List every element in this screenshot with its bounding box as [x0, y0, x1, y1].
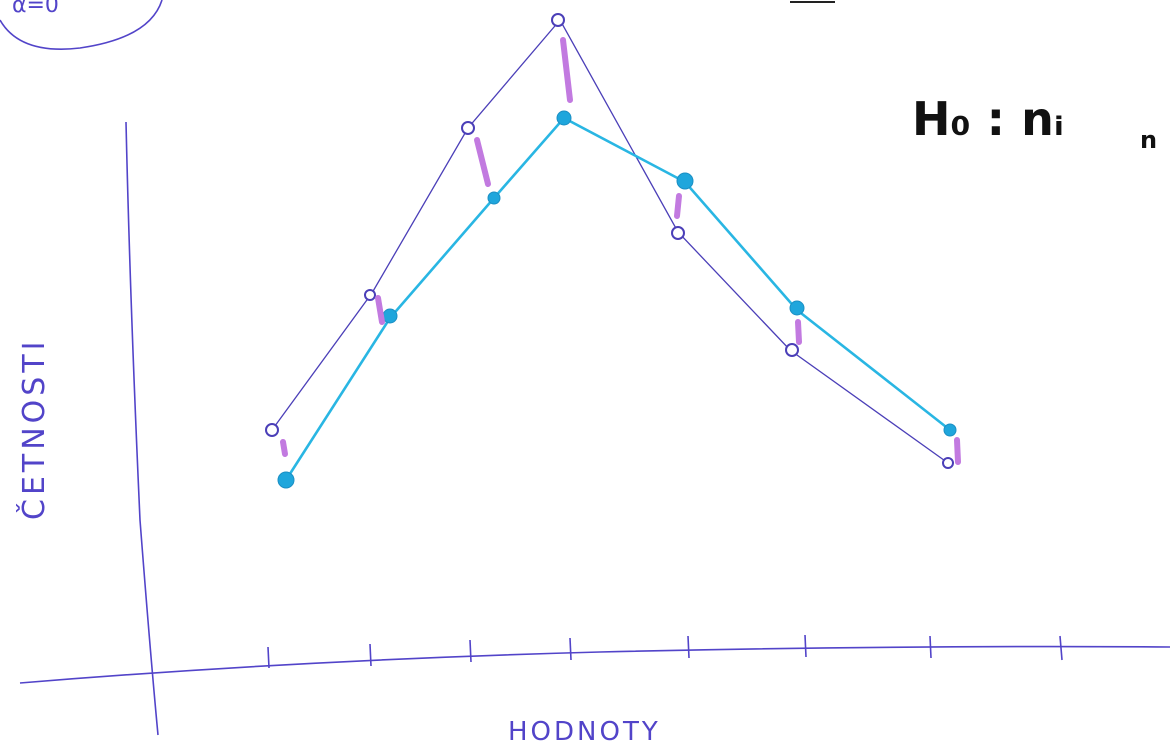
corner-mark-text: α=0	[12, 0, 59, 18]
x-tick	[469, 639, 472, 663]
expected-frequency-line	[284, 116, 951, 481]
expected-point	[277, 471, 295, 489]
x-axis-line	[19, 645, 1170, 684]
x-tick	[804, 634, 807, 658]
y-axis-line	[125, 121, 159, 736]
observed-point	[461, 121, 475, 135]
difference-mark	[795, 319, 802, 345]
observed-point	[671, 226, 685, 240]
observed-point	[551, 13, 565, 27]
observed-points	[265, 13, 954, 469]
expected-point	[487, 191, 501, 205]
expected-point	[676, 172, 694, 190]
x-tick	[929, 635, 932, 659]
corner-circle-mark	[0, 0, 163, 50]
x-tick	[569, 637, 572, 661]
hypothesis-text: H₀ : nᵢ	[912, 92, 1064, 146]
y-axis-label: ČETNOSTI	[15, 338, 52, 521]
observed-frequency-line	[271, 18, 949, 464]
difference-mark	[674, 193, 682, 219]
difference-mark	[280, 439, 288, 457]
expected-point	[943, 423, 957, 437]
x-axis-ticks	[267, 634, 1063, 669]
expected-point	[556, 110, 572, 126]
difference-mark	[375, 295, 385, 325]
expected-point	[382, 308, 398, 324]
difference-marks	[280, 37, 961, 465]
expected-point	[789, 300, 805, 316]
x-tick	[369, 643, 372, 667]
observed-point	[364, 289, 376, 301]
expected-points	[277, 110, 957, 489]
x-tick	[687, 635, 690, 659]
difference-mark	[474, 137, 491, 187]
difference-mark	[560, 37, 573, 103]
x-tick	[1059, 635, 1063, 661]
x-tick	[267, 646, 270, 669]
observed-point	[942, 457, 954, 469]
x-axis-label: HODNOTY	[508, 717, 661, 747]
observed-point	[785, 343, 799, 357]
difference-mark	[954, 437, 961, 465]
hypothesis-subscript: n	[1140, 126, 1157, 154]
observed-point	[265, 423, 279, 437]
